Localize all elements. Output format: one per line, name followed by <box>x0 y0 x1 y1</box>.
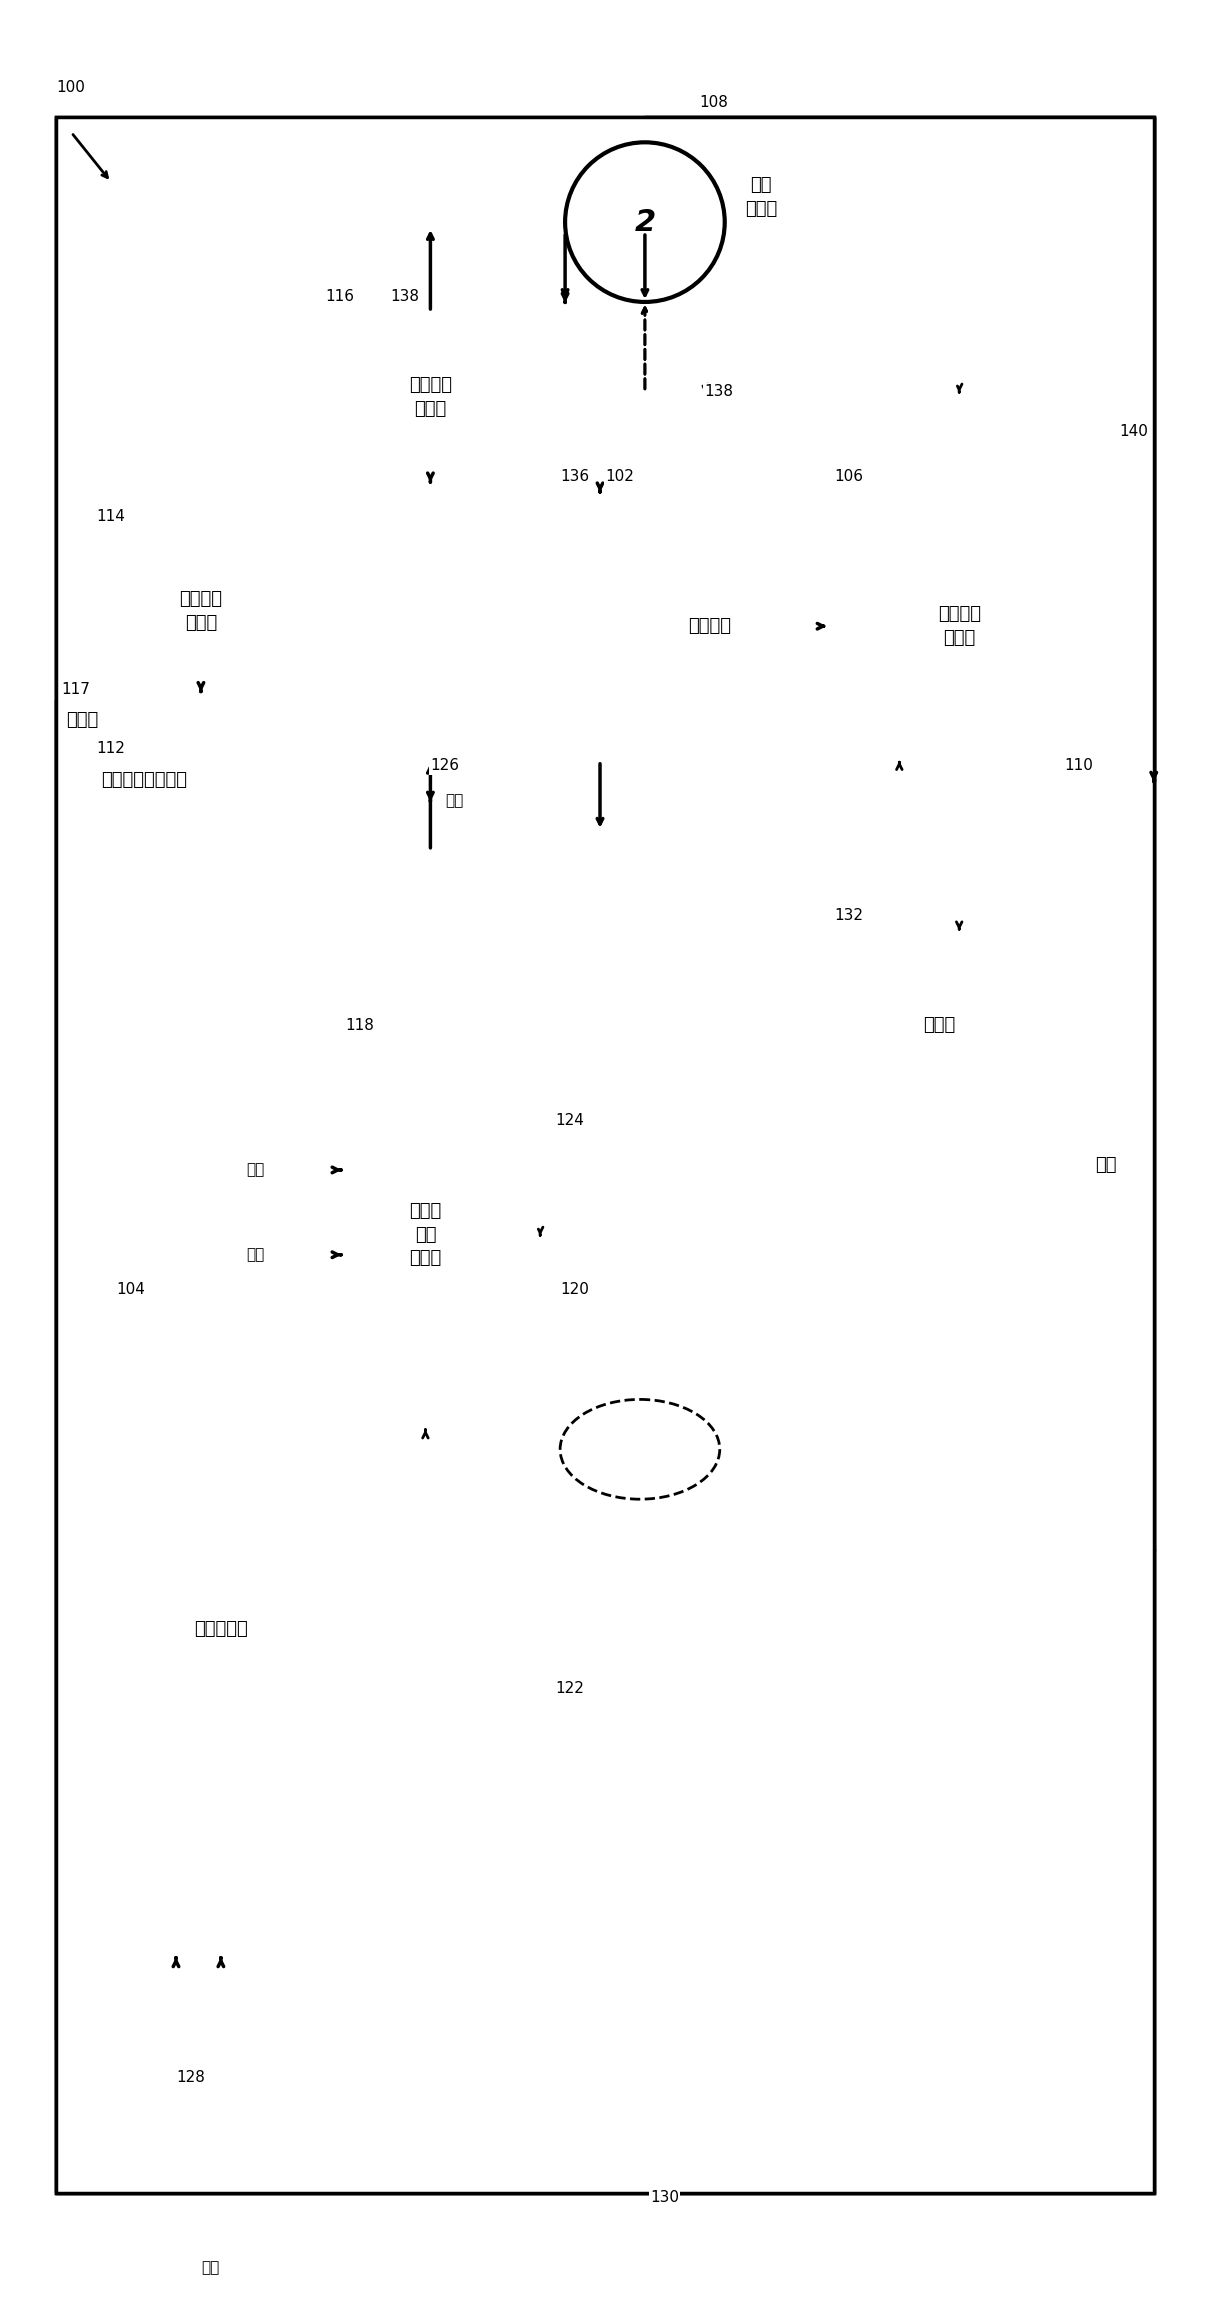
Text: 参考: 参考 <box>201 2260 220 2276</box>
Bar <box>56 701 545 2037</box>
Text: 117: 117 <box>61 681 90 697</box>
Text: 相位到数字转换器: 相位到数字转换器 <box>101 770 187 789</box>
Text: 100: 100 <box>56 80 85 94</box>
Text: 切换机构: 切换机构 <box>688 616 731 635</box>
Text: 106: 106 <box>835 469 864 485</box>
Text: 数字环路
滤波器: 数字环路 滤波器 <box>180 591 222 632</box>
Text: 下行: 下行 <box>246 1248 264 1262</box>
Text: 相位检测器: 相位检测器 <box>194 1621 247 1637</box>
Text: 控制: 控制 <box>445 793 463 809</box>
Text: 130: 130 <box>650 2191 679 2205</box>
Text: 数字到模
转换器: 数字到模 转换器 <box>409 377 452 418</box>
Text: 138: 138 <box>391 290 420 303</box>
Bar <box>600 492 820 761</box>
Text: 138: 138 <box>705 384 734 400</box>
Text: 112: 112 <box>96 740 125 756</box>
Text: 模拟环路
滤波器: 模拟环路 滤波器 <box>938 605 980 646</box>
Text: 140: 140 <box>1118 423 1147 439</box>
Text: 136: 136 <box>560 469 590 485</box>
Text: 110: 110 <box>1064 759 1093 772</box>
Text: 124: 124 <box>556 1113 583 1127</box>
Text: 104: 104 <box>116 1283 146 1297</box>
Text: 118: 118 <box>346 1018 375 1032</box>
Text: 压控
振荡器: 压控 振荡器 <box>745 177 778 218</box>
Bar <box>112 1299 331 1959</box>
Bar <box>830 931 1049 1120</box>
Bar <box>320 313 540 480</box>
Text: 反馈: 反馈 <box>1095 1156 1117 1175</box>
Text: 126: 126 <box>431 759 460 772</box>
Text: 132: 132 <box>835 908 864 922</box>
Text: 120: 120 <box>560 1283 590 1297</box>
Text: 上行: 上行 <box>246 1163 264 1177</box>
Text: 128: 128 <box>176 2071 205 2085</box>
Text: 检测器: 检测器 <box>67 710 98 729</box>
Text: 114: 114 <box>96 508 125 524</box>
Text: 102: 102 <box>605 469 634 485</box>
Text: 108: 108 <box>700 94 729 110</box>
Bar <box>91 531 311 692</box>
Text: 2: 2 <box>634 207 655 237</box>
Bar <box>91 761 525 1977</box>
Text: 电荷泵: 电荷泵 <box>923 1016 956 1035</box>
Bar <box>341 1039 511 1430</box>
Text: 116: 116 <box>325 290 354 303</box>
Bar <box>830 492 1089 761</box>
Text: 122: 122 <box>556 1681 583 1697</box>
Bar <box>1059 782 1154 1550</box>
Text: 时间到
数字
转换器: 时间到 数字 转换器 <box>409 1202 442 1267</box>
